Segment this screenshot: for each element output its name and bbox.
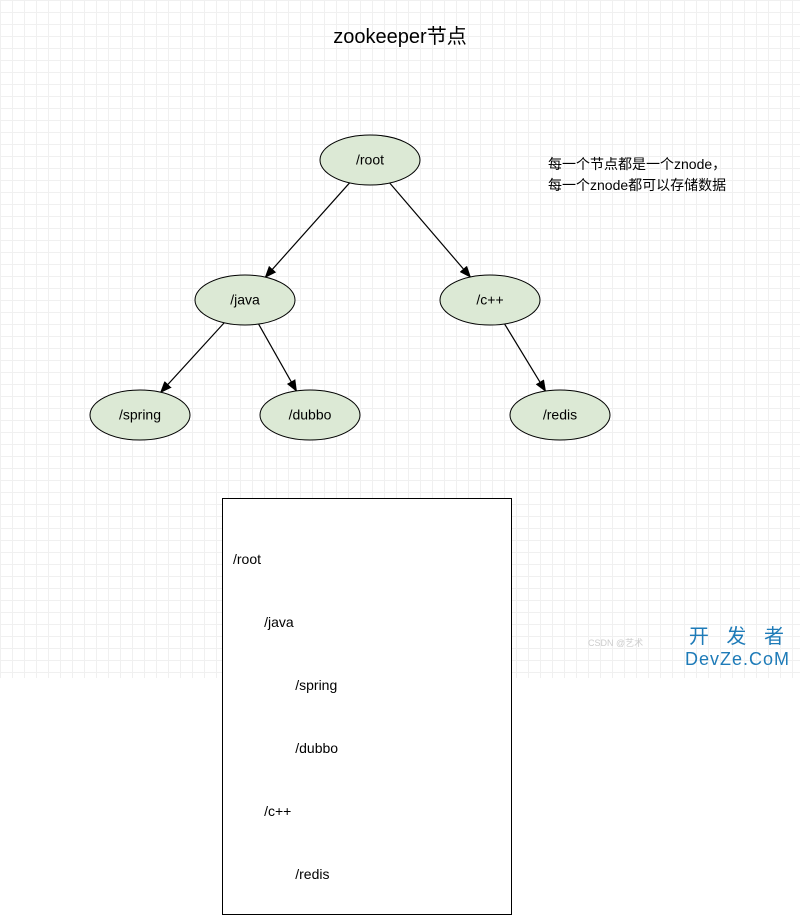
tree-edge bbox=[161, 323, 224, 393]
tree-nodes: /root/java/c++ /spring/dubbo/redis bbox=[90, 135, 610, 440]
tree-node-root: /root bbox=[320, 135, 420, 185]
code-line: /java bbox=[233, 612, 501, 633]
tree-node-cpp: /c++ bbox=[440, 275, 540, 325]
path-listing-box: /root /java /spring /dubbo /c++ /redis bbox=[222, 498, 512, 915]
tree-node-label: /spring bbox=[119, 407, 161, 423]
site-watermark: 开 发 者 DevZe.CoM bbox=[685, 620, 790, 670]
code-line: /redis bbox=[233, 864, 501, 885]
watermark-en: DevZe.CoM bbox=[685, 649, 790, 670]
tree-edge bbox=[265, 183, 349, 277]
code-line: /c++ bbox=[233, 801, 501, 822]
tree-node-redis: /redis bbox=[510, 390, 610, 440]
code-line: /dubbo bbox=[233, 738, 501, 759]
tree-node-label: /root bbox=[356, 152, 384, 168]
csdn-watermark: CSDN @艺术 bbox=[588, 636, 643, 649]
tree-node-label: /redis bbox=[543, 407, 577, 423]
tree-node-label: /c++ bbox=[476, 292, 503, 308]
tree-edge bbox=[259, 324, 297, 391]
tree-node-dubbo: /dubbo bbox=[260, 390, 360, 440]
tree-edge bbox=[390, 183, 471, 277]
code-line: /root bbox=[233, 549, 501, 570]
tree-node-label: /dubbo bbox=[289, 407, 332, 423]
tree-node-spring: /spring bbox=[90, 390, 190, 440]
code-line: /spring bbox=[233, 675, 501, 696]
tree-node-label: /java bbox=[230, 292, 260, 308]
tree-node-java: /java bbox=[195, 275, 295, 325]
watermark-cn: 开 发 者 bbox=[685, 620, 790, 649]
tree-edge bbox=[505, 324, 546, 391]
